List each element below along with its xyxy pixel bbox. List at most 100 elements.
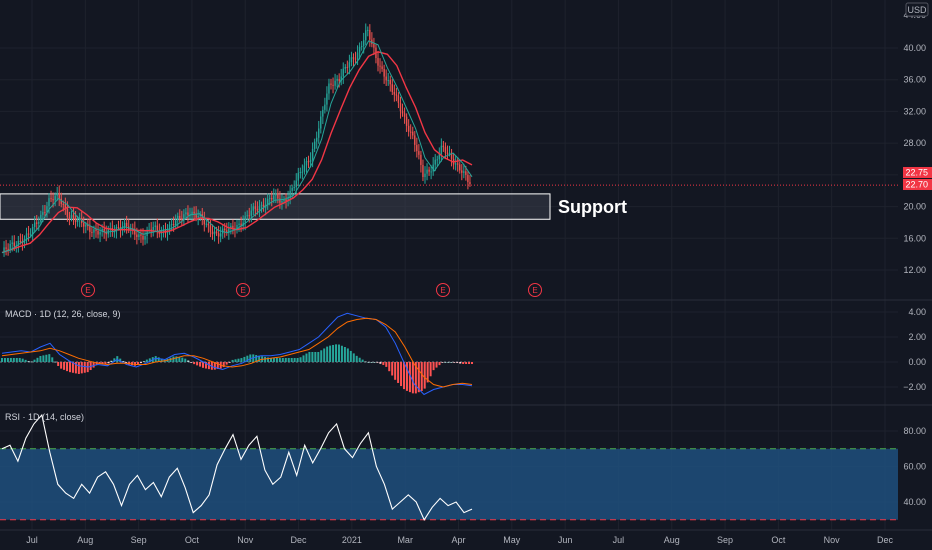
candle-body <box>36 222 38 224</box>
time-tick-label: Jun <box>558 535 573 545</box>
candle-body <box>89 226 91 232</box>
candle-body <box>48 198 50 207</box>
macd-histogram-bar <box>181 357 184 362</box>
candle-body <box>197 215 199 218</box>
candle-body <box>244 216 246 223</box>
price-tick-label: 16.00 <box>903 233 926 243</box>
macd-histogram-bar <box>54 361 57 363</box>
macd-histogram-bar <box>465 362 468 364</box>
candle-body <box>309 159 312 163</box>
macd-histogram-bar <box>30 361 33 363</box>
rsi-tick-label: 40.00 <box>903 497 926 507</box>
time-tick-label: Jul <box>613 535 625 545</box>
macd-histogram-bar <box>323 348 326 362</box>
macd-histogram-bar <box>213 362 216 370</box>
macd-histogram-bar <box>453 362 456 363</box>
currency-label: USD <box>907 5 927 15</box>
macd-axis[interactable]: 4.00 2.00 0.00 −2.00 <box>903 307 926 392</box>
candle-body <box>17 240 20 246</box>
candle-body <box>383 68 385 77</box>
earnings-marker[interactable] <box>236 283 250 297</box>
candle-body <box>185 212 187 215</box>
candle-body <box>436 159 438 161</box>
macd-histogram-bar <box>160 358 163 362</box>
candle-body <box>456 163 459 165</box>
macd-histogram-bar <box>104 362 107 364</box>
candle-body <box>219 233 222 237</box>
candle-body <box>258 206 261 211</box>
macd-histogram-bar <box>228 362 231 363</box>
currency-badge[interactable] <box>905 2 929 17</box>
candle-body <box>99 231 101 235</box>
macd-histogram-bar <box>98 362 101 364</box>
earnings-marker-label: E <box>532 286 537 295</box>
macd-histogram-bar <box>187 360 190 362</box>
candle-body <box>338 78 340 81</box>
macd-line <box>1 312 473 396</box>
candle-body <box>432 164 434 172</box>
rsi-tick-label: 60.00 <box>903 462 926 472</box>
time-tick-label: Sep <box>717 535 733 545</box>
macd-histogram-bar <box>15 358 18 362</box>
macd-histogram-bar <box>278 358 281 362</box>
candle-body <box>465 171 467 175</box>
rsi-tick-label: 80.00 <box>903 426 926 436</box>
earnings-marker-label: E <box>440 286 445 295</box>
macd-histogram-bar <box>296 358 299 362</box>
candle-body <box>13 242 15 247</box>
candle-body <box>454 163 457 165</box>
candle-body <box>207 223 210 226</box>
candle-body <box>226 230 228 233</box>
candle-body <box>213 231 216 235</box>
candle-body <box>177 215 179 221</box>
macd-histogram-bar <box>207 362 210 370</box>
candle-body <box>130 228 132 231</box>
earnings-marker[interactable] <box>528 283 542 297</box>
macd-histogram-bar <box>6 358 9 362</box>
time-axis[interactable]: Jul Aug Sep Oct Nov Dec 2021 Mar Apr May Jun Jul Aug… <box>26 535 893 545</box>
candle-body <box>438 154 441 160</box>
time-tick-label: Aug <box>664 535 680 545</box>
candle-body <box>307 161 310 163</box>
macd-tick-label: −2.00 <box>903 382 926 392</box>
candle-body <box>58 192 60 199</box>
price-tick-label: 40.00 <box>903 43 926 53</box>
candle-body <box>25 233 28 239</box>
candle-body <box>7 248 9 250</box>
macd-histogram-bar <box>302 355 305 362</box>
earnings-marker[interactable] <box>436 283 450 297</box>
rsi-band-background <box>0 448 898 520</box>
time-tick-label: Aug <box>77 535 93 545</box>
candle-body <box>393 92 396 95</box>
candle-body <box>320 116 322 129</box>
candle-body <box>195 213 197 218</box>
rsi-axis[interactable]: 80.00 60.00 40.00 <box>903 426 926 507</box>
candle-body <box>38 221 40 224</box>
candle-body <box>113 231 116 233</box>
candle-body <box>391 84 394 93</box>
candle-body <box>83 223 85 227</box>
candle-body <box>19 240 22 242</box>
macd-tick-label: 0.00 <box>908 357 926 367</box>
price-axis[interactable]: 44.0040.0036.0032.0028.0024.0020.0016.00… <box>903 10 926 275</box>
macd-histogram-bar <box>1 358 3 362</box>
macd-histogram-bar <box>234 359 237 362</box>
macd-histogram-bar <box>352 353 355 362</box>
candle-body <box>369 29 371 40</box>
candle-body <box>121 226 124 231</box>
macd-histogram-bar <box>343 346 346 362</box>
macd-histogram-bar <box>196 362 199 366</box>
macd-histogram-bar <box>92 362 95 368</box>
macd-histogram-bar <box>63 362 66 370</box>
price-tag-2 <box>903 179 932 190</box>
candle-body <box>422 164 424 178</box>
candle-body <box>395 94 398 96</box>
macd-histogram-bar <box>441 362 444 363</box>
price-tick-label: 20.00 <box>903 202 926 212</box>
earnings-marker[interactable] <box>81 283 95 297</box>
macd-histogram-bar <box>95 362 98 366</box>
candle-body <box>332 84 334 86</box>
candle-body <box>469 182 471 185</box>
candle-body <box>273 195 275 200</box>
